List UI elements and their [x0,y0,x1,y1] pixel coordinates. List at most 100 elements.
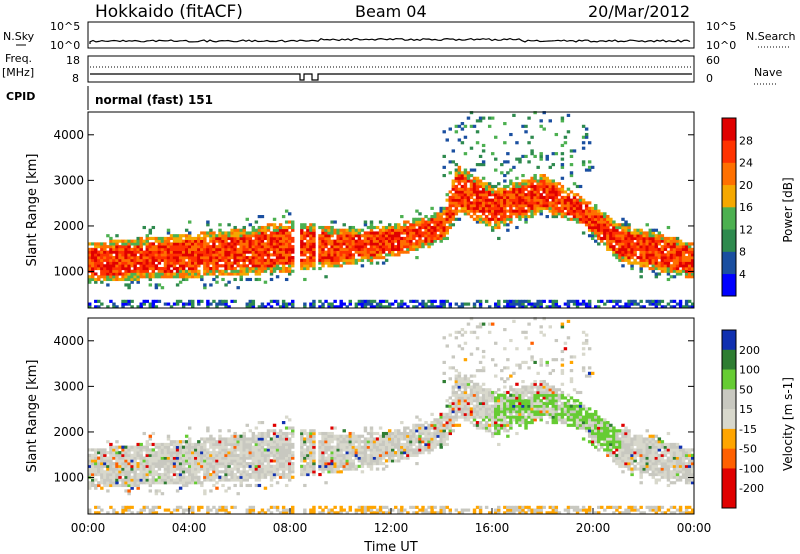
power-cell [109,242,113,246]
power-cell [133,258,137,262]
power-cell [387,250,392,254]
power-cell [406,305,410,309]
power-cell [106,305,110,309]
velocity-cell [118,464,122,468]
power-cell [339,256,343,260]
velocity-cell [203,445,207,449]
power-cell [454,187,459,191]
power-cell [175,266,180,271]
power-cell [257,247,262,251]
power-cell [633,253,637,257]
power-cell [621,236,625,241]
power-cell [348,242,353,246]
velocity-cell [257,421,262,425]
power-cell [381,245,386,249]
power-cell [618,250,622,254]
power-cell [281,305,286,309]
power-cell [654,253,659,257]
power-cell [200,261,204,265]
power-cell [433,220,437,224]
power-cell [587,234,592,238]
power-cell [506,201,510,205]
power-cell [175,245,180,249]
velocity-cell [275,456,280,460]
velocity-cell [209,478,213,482]
power-cell [645,242,649,246]
power-cell [657,253,662,257]
power-cell [312,225,316,230]
power-cell [227,305,231,309]
power-cell [436,220,440,224]
velocity-cell [154,464,159,468]
power-cell [660,266,665,271]
power-cell [651,236,656,241]
velocity-cell [184,451,189,455]
velocity-cell [324,442,328,447]
power-cell [497,236,501,241]
velocity-cell [321,431,325,436]
power-cell [557,198,562,202]
power-cell [151,269,156,273]
power-cell [148,264,153,268]
power-cell [175,236,180,241]
power-cell [248,256,253,260]
power-cell [212,264,216,268]
power-cell [127,277,131,282]
power-cell [321,261,325,265]
power-cell [545,198,549,202]
power-cell [609,228,613,232]
power-cell [88,261,92,265]
velocity-cell [230,505,234,509]
power-cell [584,132,589,137]
power-cell [100,272,104,276]
power-cell [260,215,265,219]
power-cell [663,269,668,273]
power-cell [675,302,680,306]
velocity-cell [336,467,340,471]
power-cell [239,228,243,232]
power-cell [518,212,522,216]
velocity-cell [300,464,304,468]
power-cell [397,231,401,235]
power-cell [197,256,201,260]
power-cell [442,234,446,238]
power-cell [575,198,580,202]
power-cell [606,236,610,241]
power-cell [657,234,662,238]
velocity-cell [369,440,374,444]
power-cell [148,261,153,265]
velocity-cell [339,434,343,438]
power-cell [494,193,498,197]
power-cell [609,239,613,243]
power-cell [654,247,659,251]
power-cell [524,154,528,158]
power-cell [497,187,501,191]
power-cell [645,258,649,262]
power-cell [606,247,610,251]
power-cell [148,247,153,251]
power-cell [339,234,343,238]
velocity-cell [221,478,225,482]
velocity-cell [309,459,313,463]
power-cell [463,198,468,202]
power-cell [481,193,486,197]
velocity-cell [369,429,374,433]
power-cell [454,176,459,180]
power-cell [669,250,674,254]
power-cell [178,250,183,254]
velocity-cell [224,470,228,474]
power-cell [139,256,143,260]
power-cell [312,305,316,309]
velocity-cell [284,440,289,444]
power-cell [339,299,343,303]
power-cell [242,231,246,235]
velocity-cell [245,483,249,488]
power-cell [336,256,340,260]
velocity-cell [272,459,277,463]
power-cell [539,198,543,202]
power-cell [387,239,392,243]
power-cell [221,236,225,241]
power-cell [454,209,459,213]
power-cell [587,165,592,169]
velocity-cell [336,453,340,457]
